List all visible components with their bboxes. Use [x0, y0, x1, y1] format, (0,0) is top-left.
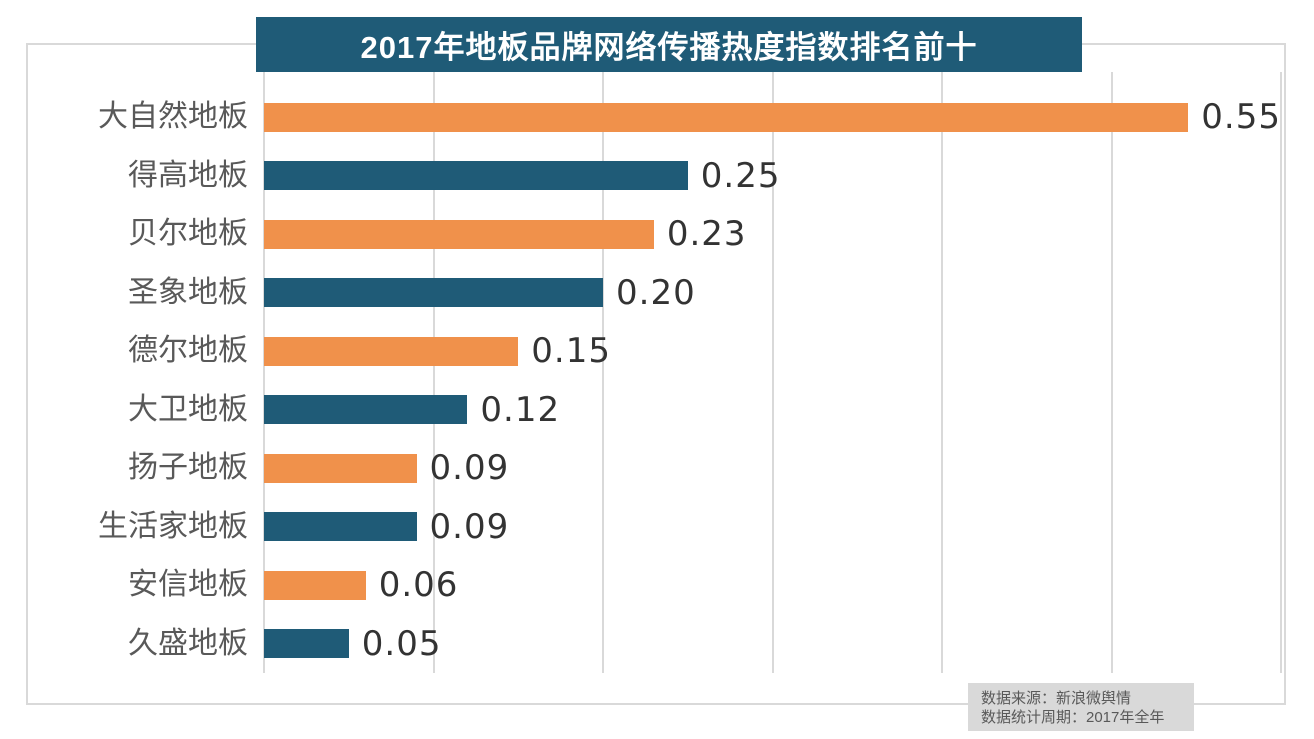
bar-area: 0.25 [264, 147, 1281, 206]
bar-area: 0.15 [264, 322, 1281, 381]
gridline [263, 72, 265, 673]
category-label: 大卫地板 [128, 392, 248, 426]
value-label: 0.25 [700, 155, 781, 196]
gridline [1280, 72, 1282, 673]
bar-row: 大卫地板 0.12 [0, 381, 1281, 440]
category-label: 生活家地板 [98, 509, 248, 543]
bar [264, 629, 349, 659]
bar [264, 161, 688, 191]
category-label: 安信地板 [128, 568, 248, 602]
data-source-box: 数据来源：新浪微舆情 数据统计周期：2017年全年 [968, 683, 1194, 731]
category-label: 大自然地板 [98, 100, 248, 134]
gridline [432, 72, 435, 673]
bar [264, 453, 417, 483]
bar-area: 0.55 [264, 88, 1281, 147]
bar-row: 贝尔地板 0.23 [0, 205, 1281, 264]
bar-area: 0.09 [264, 498, 1281, 557]
bar [264, 336, 519, 366]
chart-title: 2017年地板品牌网络传播热度指数排名前十 [360, 30, 978, 65]
bar-area: 0.12 [264, 381, 1281, 440]
bar-row: 生活家地板 0.09 [0, 498, 1281, 557]
bar-area: 0.20 [264, 264, 1281, 323]
category-label: 久盛地板 [128, 626, 248, 660]
bar-area: 0.06 [264, 556, 1281, 615]
category-label: 扬子地板 [128, 451, 248, 485]
gridline [941, 72, 943, 673]
category-label: 得高地板 [128, 158, 248, 192]
value-label: 0.05 [361, 623, 442, 664]
bar [264, 219, 654, 249]
category-label: 贝尔地板 [128, 217, 248, 251]
bar-area: 0.23 [264, 205, 1281, 264]
value-label: 0.23 [666, 214, 747, 255]
bar [264, 395, 468, 425]
bar-row: 得高地板 0.25 [0, 147, 1281, 206]
value-label: 0.15 [531, 331, 611, 372]
gridlines [263, 72, 1282, 673]
bar [264, 102, 1189, 132]
bar-row: 久盛地板 0.05 [0, 615, 1281, 674]
value-label: 0.06 [378, 565, 459, 606]
category-label: 德尔地板 [128, 334, 248, 368]
gridline [771, 72, 774, 673]
bar-row: 扬子地板 0.09 [0, 439, 1281, 498]
gridline [602, 72, 604, 673]
data-source-line: 数据来源：新浪微舆情 [981, 690, 1132, 707]
value-label: 0.55 [1201, 97, 1281, 138]
bar [264, 570, 366, 600]
bar-area: 0.09 [264, 439, 1281, 498]
category-label: 圣象地板 [128, 275, 248, 309]
value-label: 0.20 [616, 272, 696, 313]
bar [264, 278, 603, 308]
bar-row: 安信地板 0.06 [0, 556, 1281, 615]
gridline [1110, 72, 1113, 673]
bar [264, 512, 417, 542]
chart-title-banner: 2017年地板品牌网络传播热度指数排名前十 [256, 17, 1082, 72]
bar-rows: 大自然地板 0.55 得高地板 0.25 贝尔地板 0.23 圣象地板 0.20… [0, 88, 1281, 673]
bar-area: 0.05 [264, 615, 1281, 674]
bar-row: 德尔地板 0.15 [0, 322, 1281, 381]
value-label: 0.09 [429, 448, 510, 489]
value-label: 0.12 [480, 389, 561, 430]
data-period-line: 数据统计周期：2017年全年 [981, 709, 1165, 726]
value-label: 0.09 [429, 506, 510, 547]
bar-row: 圣象地板 0.20 [0, 264, 1281, 323]
bar-row: 大自然地板 0.55 [0, 88, 1281, 147]
